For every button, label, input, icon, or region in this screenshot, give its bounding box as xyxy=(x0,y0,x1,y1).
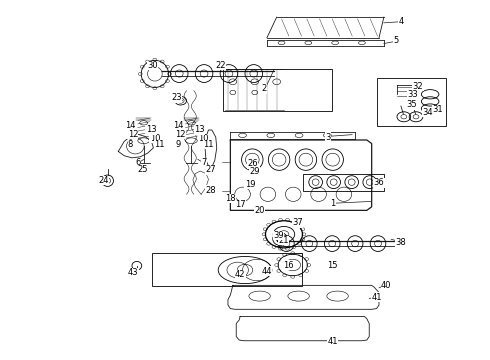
Text: 3: 3 xyxy=(325,132,331,141)
Text: 15: 15 xyxy=(327,261,338,270)
Text: 1: 1 xyxy=(330,199,335,208)
Text: 4: 4 xyxy=(398,17,404,26)
Text: 24: 24 xyxy=(98,176,109,185)
Text: 37: 37 xyxy=(292,219,303,228)
Text: 9: 9 xyxy=(175,140,181,149)
Text: 41: 41 xyxy=(371,293,382,302)
Text: 11: 11 xyxy=(154,140,165,149)
Text: 43: 43 xyxy=(127,268,138,277)
Text: 14: 14 xyxy=(125,121,136,130)
Text: 17: 17 xyxy=(235,200,245,209)
Text: 27: 27 xyxy=(206,166,216,175)
Text: 2: 2 xyxy=(262,84,267,93)
Text: 22: 22 xyxy=(216,61,226,70)
Text: 36: 36 xyxy=(373,178,384,187)
Text: 29: 29 xyxy=(249,167,260,176)
Text: 6: 6 xyxy=(135,158,141,167)
Text: 5: 5 xyxy=(393,36,399,45)
Text: 13: 13 xyxy=(195,126,205,135)
Text: 23: 23 xyxy=(172,93,182,102)
Text: 41: 41 xyxy=(327,337,338,346)
Bar xyxy=(376,78,446,126)
Text: 25: 25 xyxy=(137,165,148,174)
Text: 31: 31 xyxy=(432,105,443,114)
Text: 40: 40 xyxy=(381,281,392,290)
Text: 10: 10 xyxy=(149,134,160,143)
Text: 44: 44 xyxy=(262,267,272,276)
Text: 18: 18 xyxy=(225,194,236,203)
Text: 11: 11 xyxy=(203,140,214,149)
Text: 21: 21 xyxy=(279,236,289,245)
Text: 14: 14 xyxy=(173,121,183,130)
Text: 38: 38 xyxy=(395,238,406,247)
Text: 32: 32 xyxy=(413,82,423,91)
Text: 20: 20 xyxy=(254,206,265,215)
Bar xyxy=(303,174,384,191)
Text: 19: 19 xyxy=(245,180,255,189)
Text: 28: 28 xyxy=(206,185,216,194)
Text: 13: 13 xyxy=(146,126,156,135)
Text: 12: 12 xyxy=(128,130,138,139)
Text: 39: 39 xyxy=(273,231,283,240)
Text: 30: 30 xyxy=(147,61,158,70)
Text: 10: 10 xyxy=(198,134,209,143)
Bar xyxy=(223,68,332,111)
Text: 35: 35 xyxy=(406,100,417,109)
Text: 7: 7 xyxy=(201,158,206,167)
Text: 34: 34 xyxy=(422,108,433,117)
Text: 12: 12 xyxy=(175,130,186,139)
Text: 8: 8 xyxy=(128,140,133,149)
Text: 33: 33 xyxy=(408,90,418,99)
Text: 42: 42 xyxy=(235,270,245,279)
Text: 26: 26 xyxy=(247,159,258,168)
Bar xyxy=(152,253,302,287)
Text: 16: 16 xyxy=(284,261,294,270)
